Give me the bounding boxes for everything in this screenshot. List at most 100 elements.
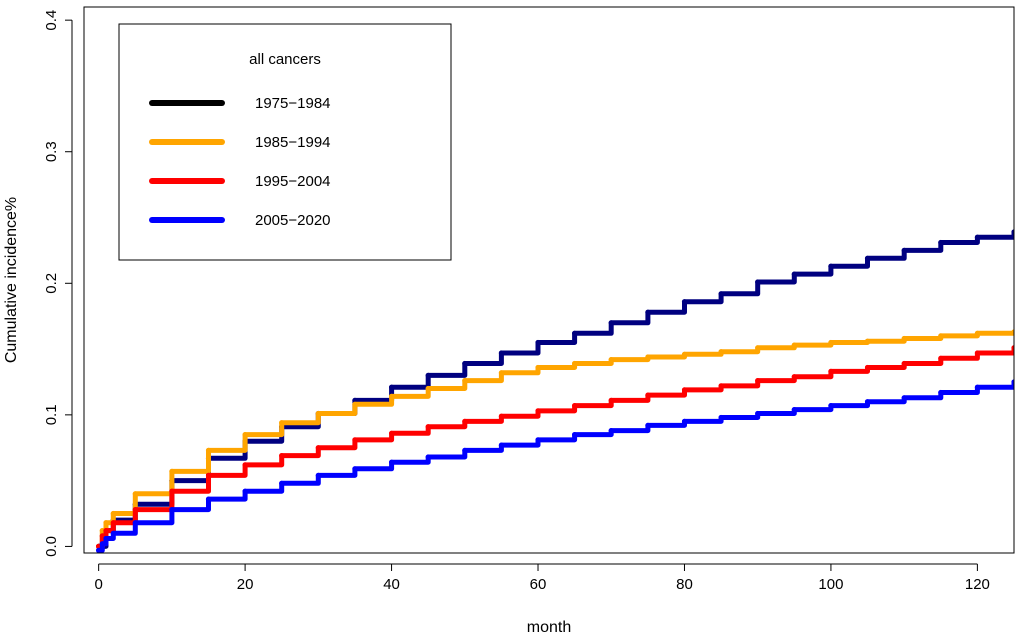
series-2-point [901, 335, 907, 342]
x-tick-label: 0 [94, 576, 102, 593]
series-1-point [645, 309, 651, 315]
series-2-point [645, 354, 651, 360]
series-1-point [425, 372, 431, 378]
series-3-point [425, 424, 431, 430]
series-2-point [755, 345, 761, 351]
series-3-point [389, 430, 395, 436]
series-1-point [1011, 229, 1014, 235]
series-2-point [938, 333, 944, 339]
series-1-point [535, 339, 541, 346]
series-2-point [279, 420, 285, 426]
series-3-point [103, 528, 109, 534]
legend-label-2: 1985−1994 [255, 134, 331, 151]
series-2-point [132, 491, 138, 497]
legend: all cancers 1975−1984 1985−1994 1995−2004 2… [118, 23, 452, 261]
legend-title: all cancers [249, 51, 321, 68]
series-4-point [462, 447, 468, 453]
series-1-point [791, 271, 797, 277]
series-4-point [608, 428, 614, 434]
series-3-point [110, 520, 116, 526]
series-3-point [535, 408, 541, 414]
x-tick-label: 40 [383, 576, 400, 593]
series-4-point [681, 418, 688, 424]
series-2-point [974, 330, 981, 336]
x-tick-label: 100 [818, 576, 843, 593]
series-1-point [864, 255, 871, 261]
series-2-point [1011, 329, 1014, 335]
series-4-point [352, 466, 358, 472]
series-3-point [279, 453, 285, 459]
series-4-point [315, 472, 321, 478]
series-1-point [718, 291, 724, 297]
series-4-point [425, 454, 431, 460]
series-2-point [791, 342, 797, 348]
series-1-point [608, 320, 614, 326]
series-2-point [572, 360, 578, 367]
series-3-point [938, 355, 944, 361]
series-3-point [99, 533, 105, 539]
series-1-point [974, 234, 981, 240]
series-2-point [315, 410, 321, 417]
series-4-point [864, 399, 871, 405]
y-axis-label: Cumulative incidence% [3, 197, 20, 363]
series-2-point [498, 370, 504, 376]
series-3-point [864, 364, 871, 371]
series-2-point [110, 510, 116, 517]
x-tick-label: 20 [237, 576, 254, 593]
series-2-point [389, 393, 395, 399]
series-4-point [645, 422, 651, 428]
x-tick-label: 80 [676, 576, 693, 593]
series-4-point [96, 547, 102, 553]
series-4-point [99, 541, 105, 547]
series-2-point [352, 401, 358, 407]
series-3-point [498, 413, 504, 419]
series-2-point [828, 339, 834, 346]
x-tick-label: 60 [530, 576, 547, 593]
plot-area [96, 229, 1014, 553]
series-2-point [205, 447, 212, 453]
series-4-point [938, 389, 944, 396]
series-1-point [938, 239, 944, 246]
series-3-point [242, 462, 248, 468]
series-1-point [755, 279, 761, 285]
series-4-point [901, 395, 907, 401]
series-4-point [242, 488, 248, 494]
series-3-point [608, 397, 614, 403]
series-4-point [572, 432, 578, 438]
series-3-point [352, 437, 358, 443]
series-1-point [462, 360, 468, 367]
series-4-point [132, 520, 138, 526]
series-4-point [828, 403, 834, 409]
series-4-point [498, 442, 504, 448]
series-1-point [389, 384, 395, 390]
series-1-point [828, 263, 834, 269]
y-tick-label: 0.1 [43, 404, 60, 425]
series-3-point [1011, 345, 1014, 351]
y-tick-label: 0.4 [43, 10, 60, 31]
series-3-point [462, 418, 468, 424]
series-1-point [572, 330, 578, 336]
y-tick-label: 0.3 [43, 141, 60, 162]
series-3-point [169, 488, 175, 494]
series-4-point [389, 459, 395, 465]
series-3-point [645, 392, 651, 398]
legend-label-4: 2005−2020 [255, 212, 331, 229]
series-2-point [535, 364, 541, 371]
series-1-point [901, 247, 907, 253]
plot-frame [83, 6, 1015, 554]
series-3-point [315, 445, 321, 451]
series-4-point [110, 530, 116, 536]
x-tick-label: 120 [965, 576, 990, 593]
series-4-point [791, 407, 797, 413]
series-3-point [901, 360, 907, 367]
series-2-point [462, 378, 468, 384]
series-4-point [205, 496, 212, 502]
series-3-point [974, 350, 981, 356]
series-1-point [352, 397, 358, 403]
series-4-point [103, 535, 109, 542]
series-2-point [681, 351, 688, 357]
series-4-point [535, 437, 541, 443]
legend-label-1: 1975−1984 [255, 95, 331, 112]
series-2-point [425, 385, 431, 392]
series-1-point [681, 299, 688, 305]
